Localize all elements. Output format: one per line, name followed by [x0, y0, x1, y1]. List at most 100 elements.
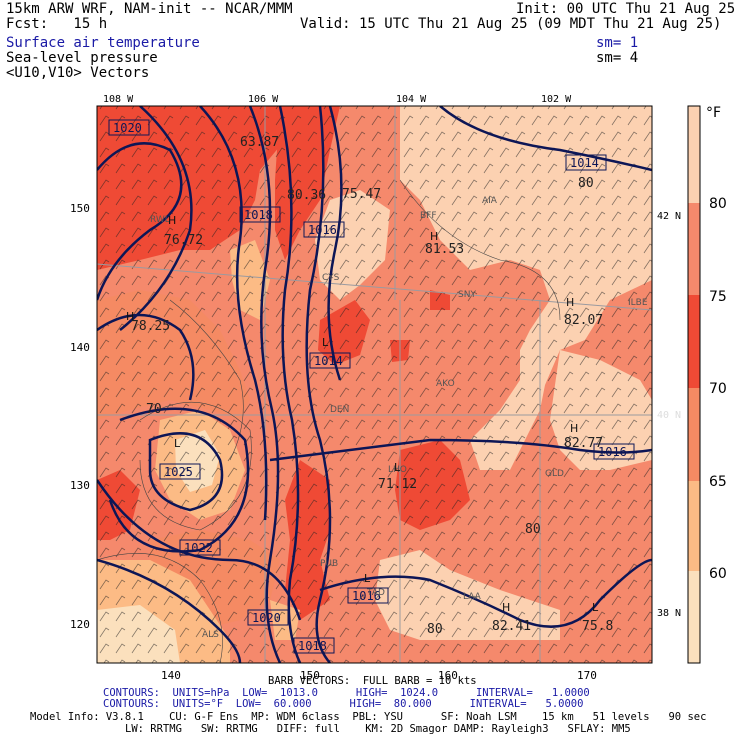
y-tick: 150 [70, 202, 90, 215]
temp-label: 80.36 [287, 188, 326, 203]
x-tick: 140 [161, 669, 181, 682]
temp-label: 81.53 [425, 242, 464, 257]
colorbar-label: 70 [709, 381, 727, 397]
temp-label: 82.41 [492, 619, 531, 634]
svg-text:1018: 1018 [244, 208, 273, 222]
high-marker: H [126, 310, 134, 323]
city-label: LAA [463, 592, 482, 602]
temp-label: 63.87 [240, 135, 279, 150]
isobars [97, 106, 652, 663]
temperature-colorbar: °F 80 75 70 65 60 [687, 105, 727, 664]
temperature-field [97, 106, 652, 663]
temp-label: 70 [146, 402, 162, 417]
x-tick: 150 [300, 669, 320, 682]
city-label: ALS [202, 630, 219, 640]
isobar-label: 1016 [593, 443, 635, 460]
longitude-labels: 108 W 106 W 104 W 102 W [103, 94, 572, 105]
city-label: SNY [458, 290, 476, 300]
isobar-label: 1020 [108, 119, 150, 136]
high-marker: H [430, 230, 438, 243]
field-wind-label: <U10,V10> Vectors [6, 65, 150, 81]
model-info-line2: LW: RRTMG SW: RRTMG DIFF: full KM: 2D Sm… [125, 723, 631, 735]
temp-label: 75.8 [582, 619, 613, 634]
svg-text:1014: 1014 [314, 354, 343, 368]
temp-label: 82.07 [564, 313, 603, 328]
lon-label: 108 W [103, 94, 134, 105]
city-labels: RWL BFF AIA CYS SNY ILBE DEN AKO GLD LHO… [150, 196, 648, 640]
latitude-labels: 42 N 40 N 38 N [657, 211, 681, 619]
city-label: DEN [330, 405, 349, 415]
city-label: CYS [322, 273, 340, 283]
colorbar-swatch-65-70 [688, 388, 700, 481]
isobar-label: 1016 [347, 587, 389, 604]
svg-text:1018: 1018 [298, 639, 327, 653]
colorbar-label: 60 [709, 566, 727, 582]
colorbar-swatch-75-80 [688, 203, 700, 295]
low-marker: L [364, 572, 371, 585]
init-time: Init: 00 UTC Thu 21 Aug 25 [516, 1, 736, 17]
colorbar-swatch-lt60 [688, 571, 700, 663]
temp-label: 82.77 [564, 436, 603, 451]
field-temperature-label: Surface air temperature [6, 35, 200, 51]
isobar-label: 1014 [565, 154, 607, 171]
isobar-label: 1018 [293, 637, 335, 654]
isobar-label: 1014 [309, 352, 351, 369]
city-label: BFF [420, 211, 437, 221]
isobar-label: 1022 [179, 539, 221, 556]
svg-text:1020: 1020 [252, 611, 281, 625]
lat-label: 38 N [657, 608, 681, 619]
field-pressure-smoothing: sm= 4 [596, 50, 639, 66]
model-info-line1: Model Info: V3.8.1 CU: G-F Ens MP: WDM 6… [30, 711, 707, 723]
field-pressure-label: Sea-level pressure [6, 50, 158, 66]
city-label: GLD [545, 469, 564, 479]
plot-frame [96, 105, 653, 664]
pressure-centers: H H L H L H H L L H L [126, 214, 599, 614]
colorbar-swatch-60-65 [688, 481, 700, 571]
city-label: TAD [366, 588, 385, 598]
temp-label: 80 [525, 522, 541, 537]
y-axis-ticks: 150 140 130 120 [70, 202, 90, 631]
colorbar-swatch-70-75 [688, 295, 700, 388]
lat-label: 42 N [657, 211, 681, 222]
temp-label: 80 [578, 176, 594, 191]
lon-label: 104 W [396, 94, 427, 105]
lat-label: 40 N [657, 410, 681, 421]
pressure-contour-info: CONTOURS: UNITS=hPa LOW= 1013.0 HIGH= 10… [103, 687, 590, 699]
svg-text:1016: 1016 [352, 589, 381, 603]
high-marker: H [570, 422, 578, 435]
model-title: 15km ARW WRF, NAM-init -- NCAR/MMM [6, 1, 293, 17]
isobar-label: 1016 [303, 221, 345, 238]
svg-text:1025: 1025 [164, 465, 193, 479]
city-label: PUB [320, 559, 338, 569]
field-temperature-smoothing: sm= 1 [596, 35, 639, 51]
colorbar-label: 75 [709, 289, 727, 305]
lon-label: 106 W [248, 94, 279, 105]
low-marker: L [174, 437, 181, 450]
y-tick: 130 [70, 479, 90, 492]
low-marker: L [322, 336, 329, 349]
high-marker: H [502, 601, 510, 614]
barb-legend: BARB VECTORS: FULL BARB = 10 kts [268, 675, 477, 687]
colorbar-swatch-gt80 [688, 106, 700, 203]
city-label: ILBE [628, 298, 648, 308]
isobar-label: 1018 [239, 206, 281, 223]
pressure-labels: 1020 1018 1016 1014 1025 1022 1020 1018 … [108, 119, 635, 654]
temp-label: 75.47 [342, 187, 381, 202]
high-marker: H [566, 296, 574, 309]
temp-label: 76.72 [164, 233, 203, 248]
low-marker: L [394, 461, 401, 474]
colorbar-label: 65 [709, 474, 727, 490]
isobar-label: 1020 [247, 609, 289, 626]
svg-text:1016: 1016 [308, 223, 337, 237]
city-label: RWL [150, 215, 170, 225]
temp-label: 80 [427, 622, 443, 637]
high-marker: H [168, 214, 176, 227]
city-label: AKO [436, 379, 455, 389]
valid-time: Valid: 15 UTC Thu 21 Aug 25 (09 MDT Thu … [300, 16, 722, 32]
y-tick: 140 [70, 341, 90, 354]
city-label: LHO [388, 465, 407, 475]
temperature-labels: 63.87 80.36 75.47 76.72 81.53 82.07 78.2… [131, 135, 613, 637]
city-label: AIA [482, 196, 498, 206]
isobar-label: 1025 [159, 463, 201, 480]
